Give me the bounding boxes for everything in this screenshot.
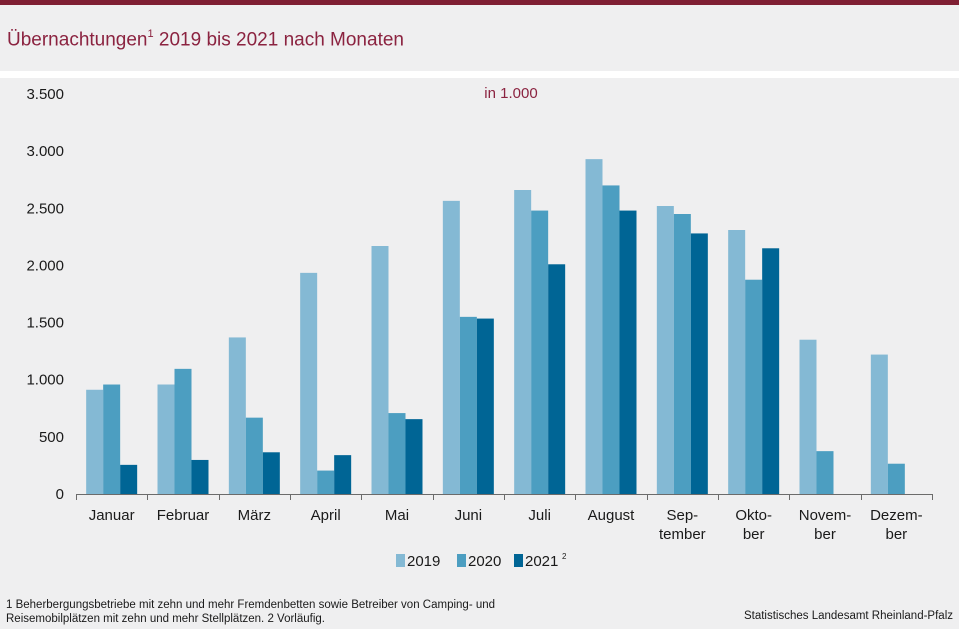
bar-2020 — [388, 413, 406, 494]
y-tick-label: 1.000 — [26, 372, 64, 389]
y-tick-label: 0 — [56, 486, 64, 503]
bar-2019 — [86, 389, 104, 494]
bar-2019 — [228, 337, 246, 494]
x-tick-label: tember — [659, 526, 706, 543]
bar-2020 — [816, 451, 834, 494]
x-tick-label: Januar — [89, 507, 135, 524]
bar-2021 — [762, 248, 780, 494]
chart-header: Übernachtungen1 2019 bis 2021 nach Monat… — [0, 5, 959, 71]
title-footnote-marker: 1 — [147, 28, 154, 40]
legend-label-2021: 2021 — [525, 553, 558, 570]
x-tick-label: ber — [885, 526, 907, 543]
x-tick-label: Dezem- — [870, 507, 923, 524]
legend-label-2019: 2019 — [407, 553, 440, 570]
legend-label-footnote: 2 — [562, 552, 567, 561]
footnote: 1 Beherbergungsbetriebe mit zehn und meh… — [6, 599, 496, 625]
bar-2019 — [371, 246, 389, 494]
bar-2019 — [442, 200, 460, 494]
x-tick-label: August — [588, 507, 636, 524]
bar-2020 — [602, 185, 620, 494]
bar-2021 — [548, 264, 566, 494]
bar-2020 — [745, 279, 763, 494]
bar-2020 — [887, 463, 905, 494]
chart-title: Übernachtungen1 2019 bis 2021 nach Monat… — [7, 28, 404, 51]
bar-2020 — [245, 417, 263, 494]
bar-2019 — [656, 206, 674, 494]
legend-swatch-2021 — [514, 554, 523, 567]
bar-2019 — [300, 272, 318, 494]
y-tick-label: 2.000 — [26, 257, 64, 274]
bar-2019 — [870, 354, 888, 494]
bar-2021 — [191, 459, 209, 494]
y-tick-label: 2.500 — [26, 200, 64, 217]
x-tick-label: Okto- — [735, 507, 772, 524]
x-tick-label: ber — [814, 526, 836, 543]
bar-2021 — [690, 233, 708, 494]
legend-swatch-2020 — [457, 554, 466, 567]
bar-2019 — [157, 384, 175, 494]
y-tick-label: 3.500 — [26, 86, 64, 103]
x-tick-label: März — [238, 507, 271, 524]
x-tick-label: Sep- — [666, 507, 698, 524]
bar-2019 — [728, 230, 746, 494]
x-tick-label: Mai — [385, 507, 409, 524]
bar-2021 — [619, 210, 637, 495]
x-tick-label: Juli — [528, 507, 551, 524]
bar-2020 — [103, 384, 121, 494]
unit-label: in 1.000 — [484, 85, 537, 102]
bar-chart: 0 500 1.000 1.500 2.000 2.500 3.000 3.500 in 1.0… — [26, 85, 933, 570]
bar-2020 — [531, 210, 549, 495]
x-tick-label: Februar — [157, 507, 210, 524]
bar-2021 — [334, 455, 352, 494]
x-tick-label: April — [311, 507, 341, 524]
bar-2020 — [673, 214, 691, 494]
x-tick-label: Juni — [455, 507, 483, 524]
bar-2019 — [514, 190, 532, 494]
bar-2020 — [317, 470, 335, 494]
bar-2019 — [799, 339, 817, 494]
y-tick-label: 500 — [39, 429, 64, 446]
bar-2019 — [585, 159, 603, 494]
bar-2021 — [120, 464, 138, 494]
y-tick-label: 1.500 — [26, 315, 64, 332]
x-tick-label: ber — [743, 526, 765, 543]
legend-swatch-2019 — [396, 554, 405, 567]
chart-footer: 1 Beherbergungsbetriebe mit zehn und meh… — [0, 593, 959, 629]
bar-2020 — [459, 316, 477, 494]
bar-2021 — [405, 419, 423, 494]
chart-area: 0 500 1.000 1.500 2.000 2.500 3.000 3.500 in 1.0… — [0, 78, 959, 593]
bar-2020 — [174, 368, 192, 494]
bar-2021 — [476, 318, 494, 494]
y-tick-label: 3.000 — [26, 143, 64, 160]
top-accent-bar — [0, 0, 959, 5]
x-tick-label: Novem- — [799, 507, 852, 524]
legend-label-2020: 2020 — [468, 553, 501, 570]
source-credit: Statistisches Landesamt Rheinland-Pfalz — [743, 610, 953, 622]
bar-2021 — [262, 452, 280, 494]
